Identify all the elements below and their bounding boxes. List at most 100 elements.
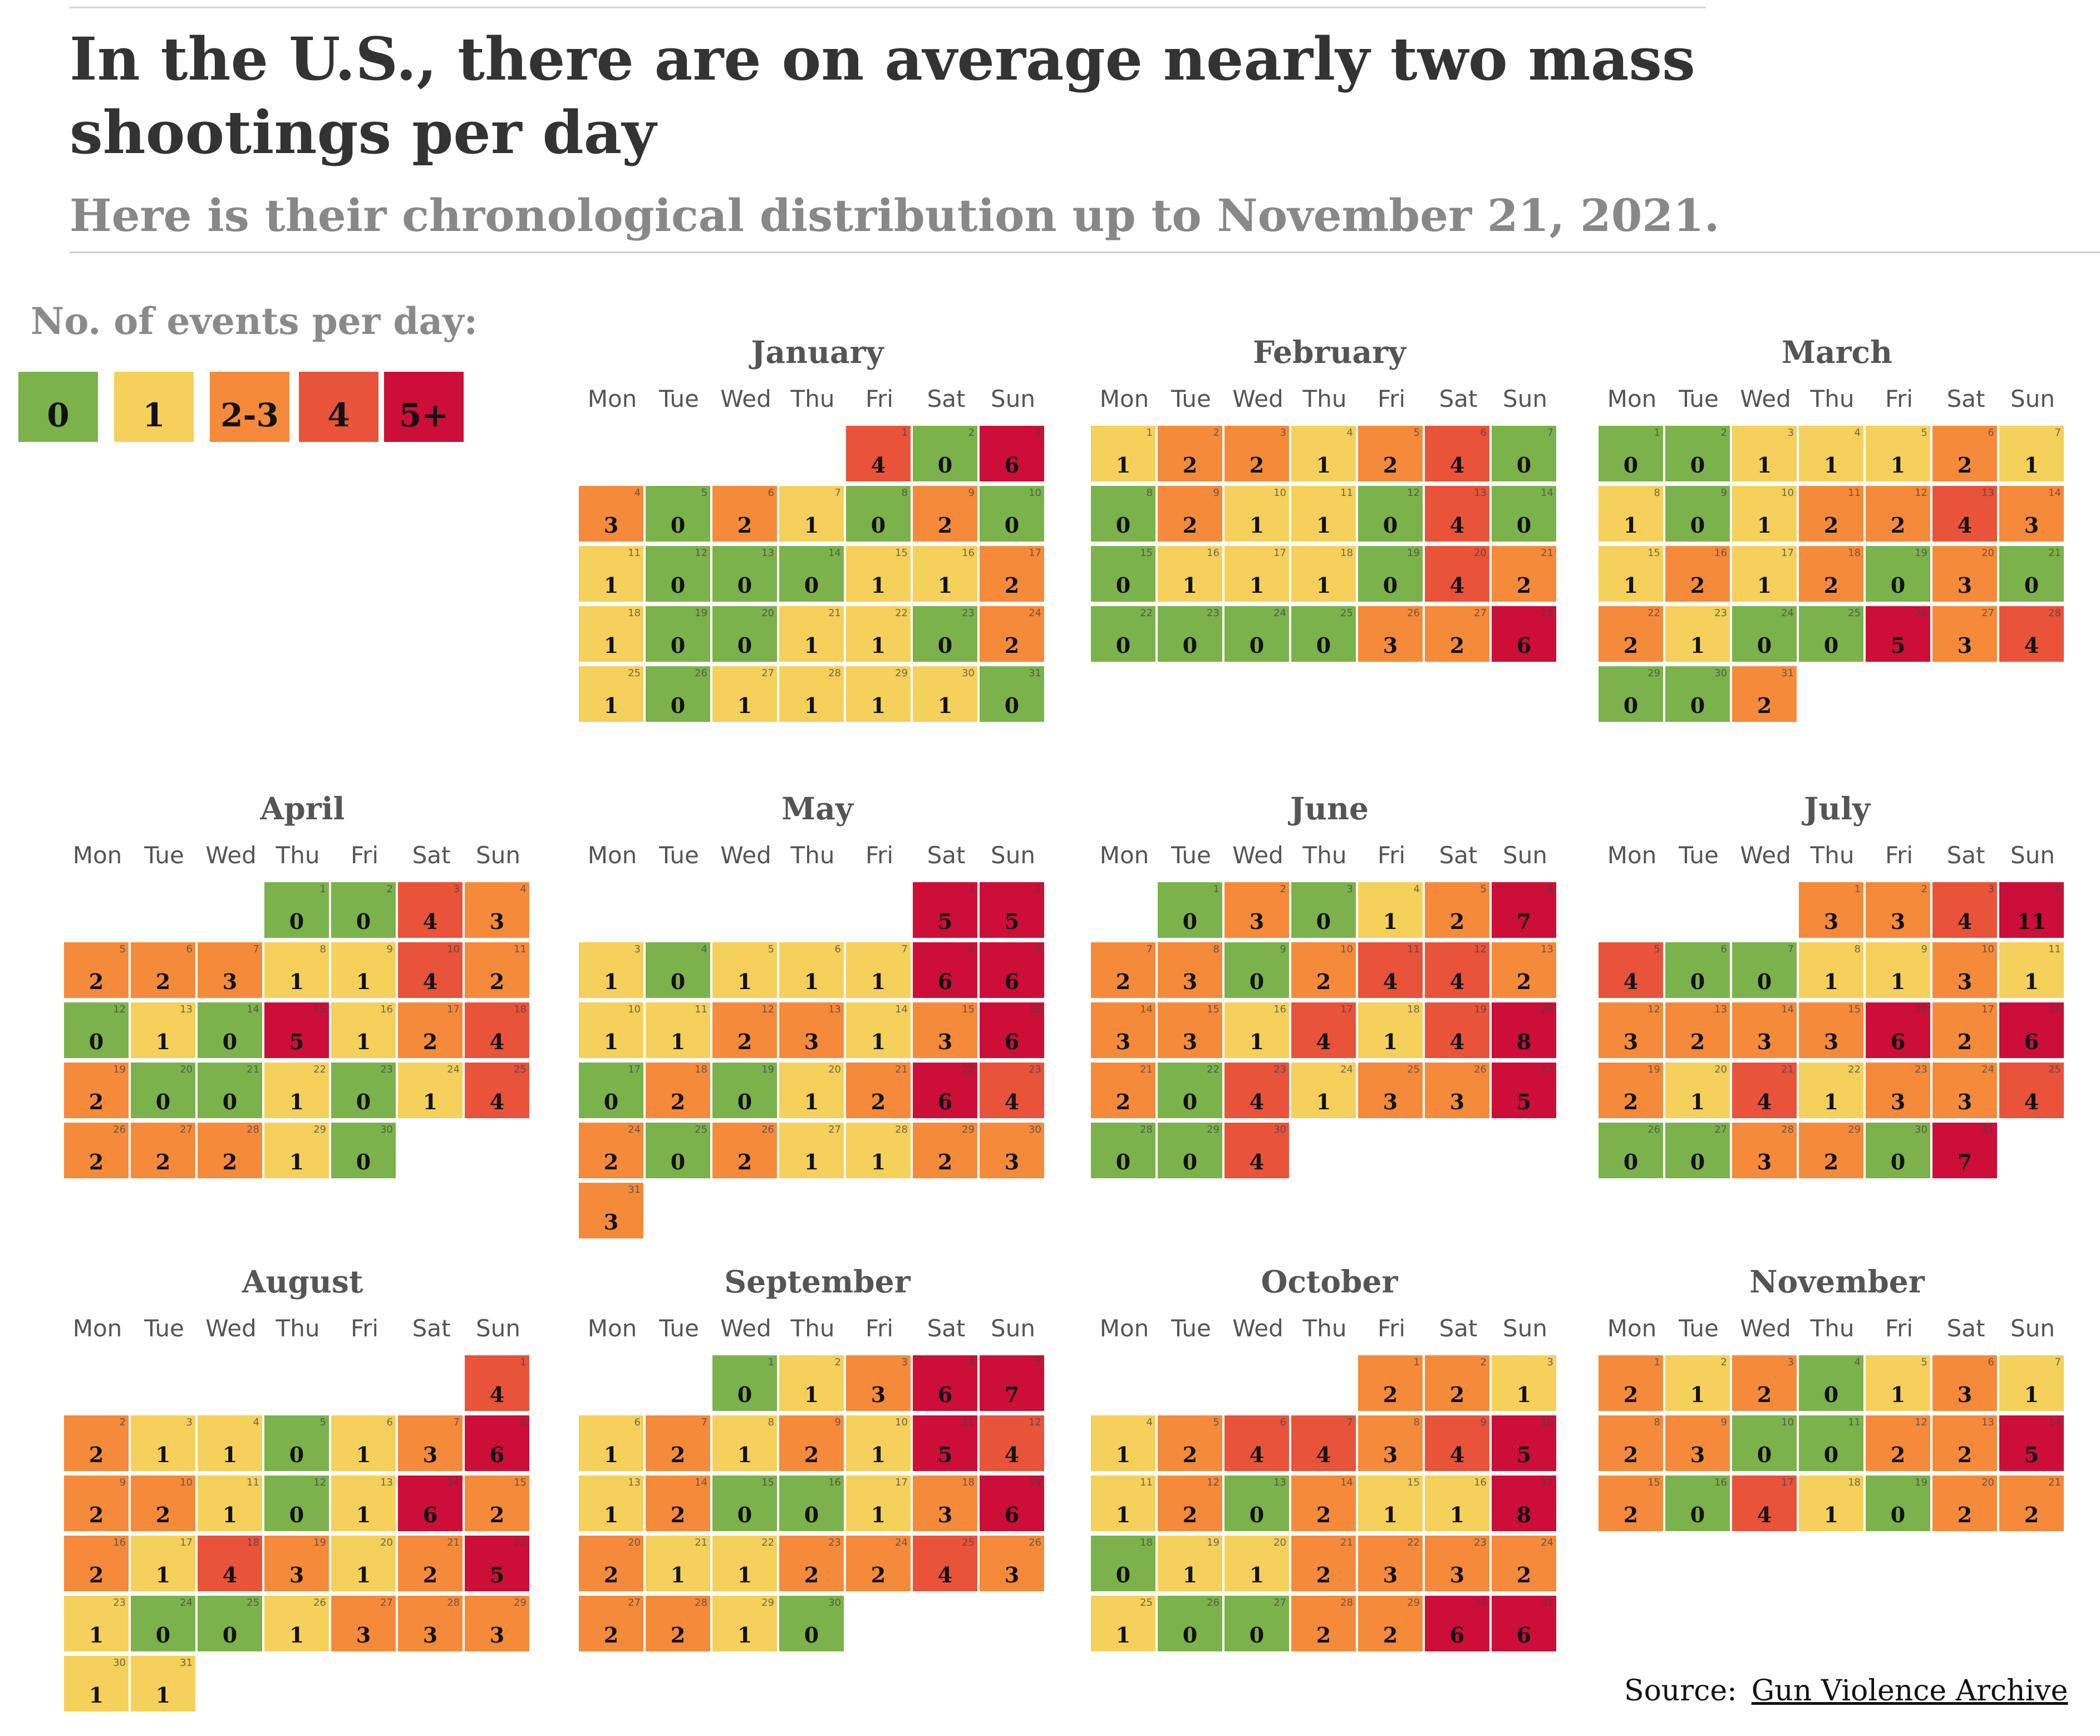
event-count: 0 (1599, 693, 1663, 718)
day-cell: 15 2 (465, 1476, 529, 1531)
event-count: 1 (1492, 1382, 1556, 1407)
day-cell: 13 2 (1932, 1415, 1997, 1471)
event-count: 2 (1224, 453, 1289, 478)
day-number: 17 (180, 1537, 193, 1548)
event-count: 2 (1091, 969, 1155, 994)
event-count: 2 (1158, 513, 1222, 538)
subtitle-rule (70, 252, 2100, 253)
day-cell: 16 0 (779, 1476, 844, 1531)
weekday-label: Fri (846, 1315, 913, 1342)
day-number: 13 (1273, 1477, 1286, 1488)
day-number: 8 (768, 1417, 774, 1428)
day-number: 8 (1654, 1417, 1660, 1428)
day-cell: 12 0 (64, 1002, 129, 1058)
day-cell: 31 6 (1492, 1596, 1556, 1651)
day-number: 5 (768, 943, 774, 955)
event-count: 0 (1224, 1622, 1289, 1648)
day-cell: 23 4 (1224, 1063, 1289, 1118)
weekday-label: Fri (1358, 385, 1425, 412)
event-count: 4 (398, 969, 463, 994)
day-cell: 11 1 (198, 1476, 262, 1531)
event-count: 4 (1425, 573, 1489, 598)
event-count: 4 (1999, 633, 2064, 658)
source-link[interactable]: Gun Violence Archive (1752, 1674, 2068, 1708)
day-cell: 16 6 (980, 1002, 1044, 1058)
day-number: 25 (1340, 607, 1353, 619)
day-cell: 23 3 (1866, 1063, 1930, 1118)
day-cell: 21 0 (198, 1063, 262, 1118)
event-count: 0 (1799, 633, 1863, 658)
day-cell: 21 2 (846, 1063, 911, 1118)
weekday-label: Wed (1224, 1315, 1291, 1342)
event-count: 5 (1492, 1442, 1556, 1467)
day-number: 29 (514, 1597, 527, 1609)
weekday-label: Wed (1732, 842, 1799, 869)
day-cell: 24 2 (1492, 1536, 1556, 1591)
day-cell: 18 3 (913, 1476, 977, 1531)
event-count: 4 (1224, 1442, 1289, 1467)
day-number: 16 (1915, 1004, 1927, 1015)
event-count: 0 (198, 1089, 262, 1114)
event-count: 1 (1091, 453, 1155, 478)
month-name: January (579, 334, 1056, 370)
day-number: 11 (1848, 487, 1861, 499)
day-cell: 23 0 (331, 1063, 396, 1118)
event-count: 1 (1091, 1502, 1155, 1527)
day-cell: 26 3 (1358, 606, 1423, 662)
day-number: 19 (1029, 1477, 1041, 1488)
event-count: 5 (980, 909, 1044, 934)
day-number: 9 (1921, 943, 1927, 955)
day-number: 10 (1781, 1417, 1794, 1428)
event-count: 4 (1932, 909, 1997, 934)
day-number: 4 (520, 883, 527, 895)
legend-swatch-label: 0 (18, 396, 98, 434)
event-count: 2 (1291, 1622, 1356, 1648)
event-count: 4 (1999, 1089, 2064, 1114)
weekday-label: Sat (398, 842, 465, 869)
weekday-label: Tue (646, 842, 712, 869)
weekday-label: Thu (1291, 842, 1358, 869)
event-count: 0 (264, 909, 329, 934)
event-count: 2 (1158, 453, 1222, 478)
event-count: 1 (1091, 1442, 1155, 1467)
day-number: 27 (828, 1124, 841, 1135)
month-september: September Mon Tue Wed Thu Fri Sat Sun 1 0 2 1 3 3 4 6 5 7… (579, 1263, 1056, 1653)
weekday-label: Wed (1224, 385, 1291, 412)
day-cell: 23 0 (1158, 606, 1222, 662)
day-cell: 30 4 (1224, 1123, 1289, 1178)
event-count: 3 (1091, 1029, 1155, 1054)
event-count: 0 (712, 573, 777, 598)
event-count: 1 (264, 1149, 329, 1174)
event-count: 2 (1599, 1442, 1663, 1467)
day-cell: 23 4 (980, 1063, 1044, 1118)
day-cell: 14 1 (846, 1002, 911, 1058)
event-count: 1 (1999, 453, 2064, 478)
weekday-label: Sat (913, 1315, 980, 1342)
day-number: 19 (313, 1537, 326, 1548)
month-march: March Mon Tue Wed Thu Fri Sat Sun 1 0 2 0 3 1 4 1 5 1 6 2 7 1… (1599, 334, 2076, 724)
event-count: 4 (398, 909, 463, 934)
day-number: 4 (1414, 883, 1420, 895)
day-cell: 27 0 (1665, 1123, 1730, 1178)
event-count: 0 (646, 1149, 710, 1174)
event-count: 3 (980, 1562, 1044, 1587)
day-cell: 23 1 (1665, 606, 1730, 662)
day-number: 15 (1647, 547, 1660, 559)
day-cell: 11 1 (579, 546, 643, 602)
source-label: Source: (1624, 1674, 1737, 1708)
day-number: 19 (113, 1064, 126, 1075)
event-count: 2 (1732, 1382, 1797, 1407)
day-number: 28 (1781, 1124, 1794, 1135)
event-count: 1 (1866, 969, 1930, 994)
event-count: 0 (131, 1089, 195, 1114)
event-count: 0 (1091, 573, 1155, 598)
day-cell: 10 0 (1732, 1415, 1797, 1471)
day-number: 20 (1981, 1477, 1994, 1488)
event-count: 2 (1665, 1029, 1730, 1054)
